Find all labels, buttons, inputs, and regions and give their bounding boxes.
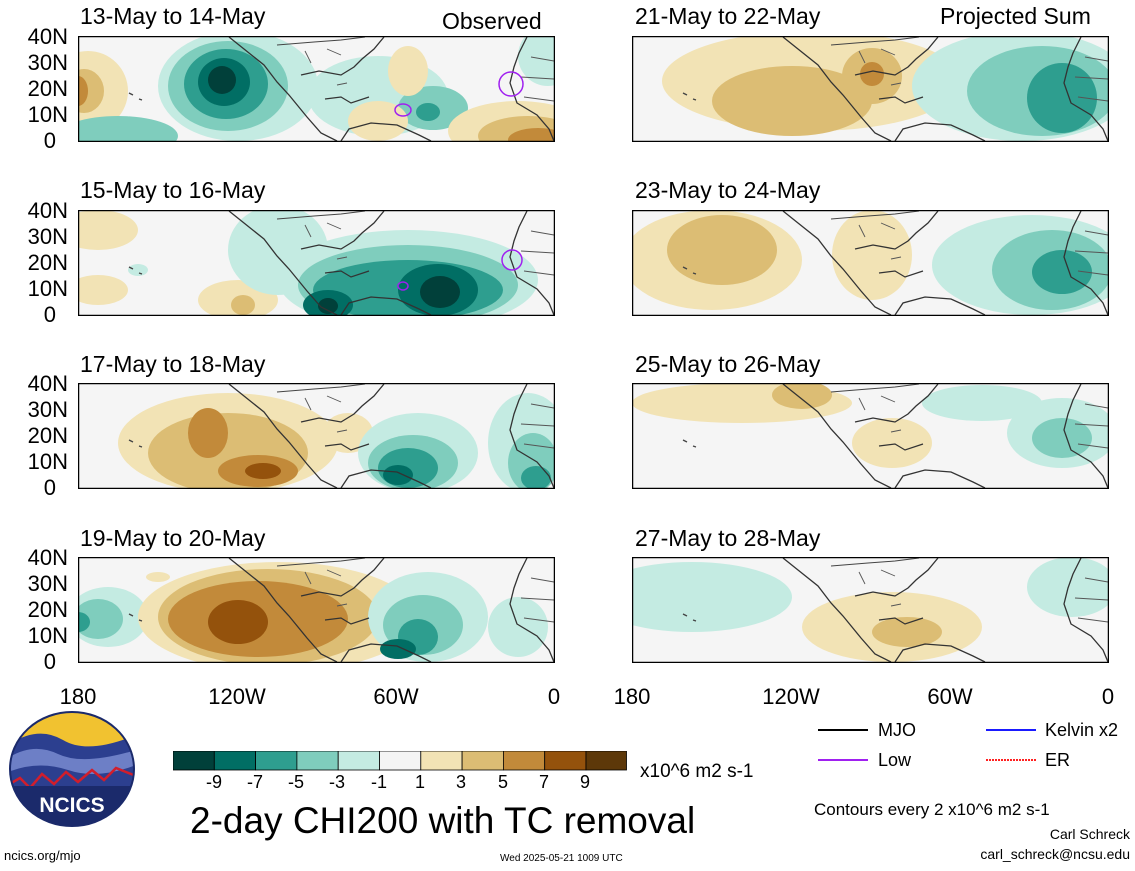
timestamp: Wed 2025-05-21 1009 UTC: [500, 853, 623, 864]
colorbar-tick: 5: [497, 772, 508, 792]
projected-sum-label: Projected Sum: [940, 3, 1091, 29]
legend-er-label: ER: [1045, 750, 1071, 770]
panel-title: 13-May to 14-May: [80, 3, 266, 29]
map-panel-17-18-may: [78, 383, 555, 489]
y-tick-label: 20N: [27, 597, 68, 622]
x-tick-label: 180: [613, 684, 651, 709]
x-tick-label: 60W: [373, 684, 419, 709]
colorbar-tick: -5: [287, 772, 304, 792]
colorbar-tick: -9: [205, 772, 222, 792]
map-panel-23-24-may: [632, 210, 1109, 316]
legend-low-label: Low: [878, 750, 912, 770]
colorbar-tick: 9: [579, 772, 590, 792]
panel-title: 15-May to 16-May: [80, 177, 266, 203]
panel-title: 21-May to 22-May: [635, 3, 821, 29]
colorbar-tick: -7: [246, 772, 263, 792]
y-tick-label: 0: [43, 649, 56, 674]
y-tick-label: 40N: [27, 371, 68, 396]
panel-title: 27-May to 28-May: [635, 525, 821, 551]
y-tick-label: 0: [43, 302, 56, 327]
y-tick-label: 10N: [27, 449, 68, 474]
logo-text: NCICS: [39, 794, 104, 817]
ncics-logo: NCICS: [9, 711, 135, 827]
x-tick-label: 60W: [927, 684, 973, 709]
y-tick-label: 0: [43, 475, 56, 500]
x-tick-label: 120W: [208, 684, 266, 709]
y-tick-label: 40N: [27, 545, 68, 570]
map-panel-25-26-may: [632, 383, 1109, 489]
panel-title: 25-May to 26-May: [635, 351, 821, 377]
y-tick-label: 20N: [27, 423, 68, 448]
panel-title: 23-May to 24-May: [635, 177, 821, 203]
figure-title: 2-day CHI200 with TC removal: [190, 800, 696, 841]
y-tick-label: 40N: [27, 24, 68, 49]
map-panel-19-20-may: [78, 557, 555, 663]
y-tick-label: 40N: [27, 198, 68, 223]
y-tick-label: 0: [43, 128, 56, 153]
legend-mjo-label: MJO: [878, 720, 916, 740]
map-panel-27-28-may: [632, 557, 1109, 663]
map-panel-21-22-may: [632, 36, 1109, 142]
site-link[interactable]: ncics.org/mjo: [4, 848, 81, 863]
colorbar-units: x10^6 m2 s-1: [640, 761, 754, 782]
y-tick-label: 30N: [27, 50, 68, 75]
panel-title: 19-May to 20-May: [80, 525, 266, 551]
colorbar-tick: 3: [455, 772, 466, 792]
panel-title: 17-May to 18-May: [80, 351, 266, 377]
author-email[interactable]: carl_schreck@ncsu.edu: [980, 846, 1130, 862]
colorbar-tick: -1: [370, 772, 387, 792]
y-tick-label: 10N: [27, 102, 68, 127]
colorbar-tick: 7: [538, 772, 549, 792]
legend-lines: [818, 729, 1036, 761]
y-tick-label: 10N: [27, 276, 68, 301]
map-panel-15-16-may: [78, 210, 555, 316]
y-tick-label: 30N: [27, 397, 68, 422]
y-tick-label: 20N: [27, 250, 68, 275]
y-tick-label: 10N: [27, 623, 68, 648]
map-panel-13-14-may: [78, 36, 555, 142]
contour-interval-note: Contours every 2 x10^6 m2 s-1: [814, 800, 1050, 819]
legend-kelvin-label: Kelvin x2: [1045, 720, 1119, 740]
colorbar-tick: -3: [328, 772, 345, 792]
x-tick-label: 180: [59, 684, 97, 709]
x-tick-label: 120W: [762, 684, 820, 709]
y-tick-label: 30N: [27, 224, 68, 249]
x-tick-label: 0: [547, 684, 561, 709]
x-tick-label: 0: [1101, 684, 1115, 709]
y-tick-label: 20N: [27, 76, 68, 101]
colorbar-tick: 1: [414, 772, 425, 792]
author-name: Carl Schreck: [1049, 826, 1130, 842]
colorbar: [173, 751, 627, 771]
y-tick-label: 30N: [27, 571, 68, 596]
observed-label: Observed: [442, 8, 542, 34]
